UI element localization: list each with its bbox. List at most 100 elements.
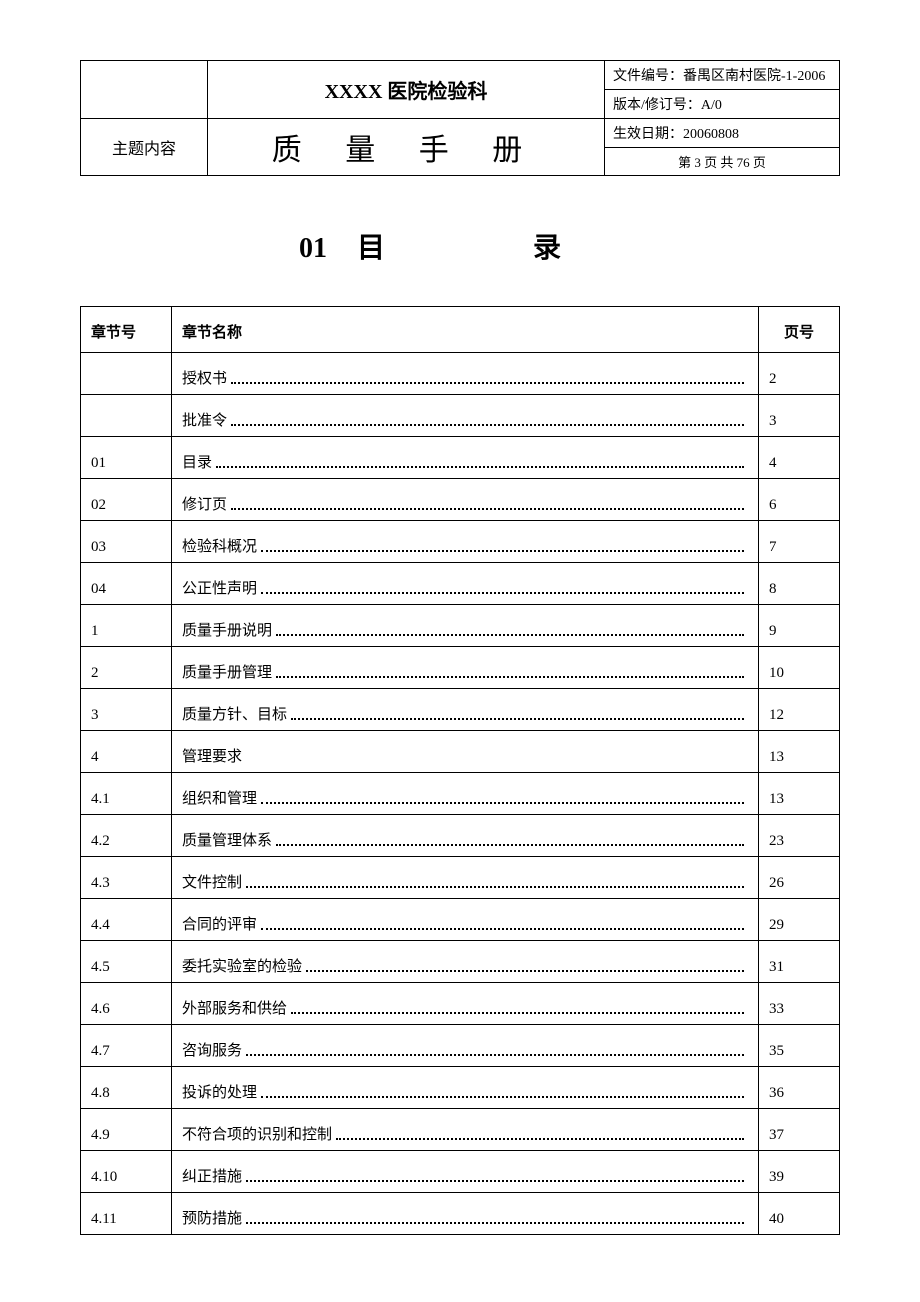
toc-page-num: 29 (759, 899, 840, 941)
toc-chapter-name-cell: 合同的评审 (172, 899, 759, 941)
toc-chapter-name-cell: 不符合项的识别和控制 (172, 1109, 759, 1151)
header-effective: 生效日期：20060808 (605, 119, 840, 148)
header-doc-no: 文件编号：番禺区南村医院-1-2006 (605, 61, 840, 90)
toc-row: 4.3文件控制26 (81, 857, 840, 899)
toc-dots (291, 997, 744, 1014)
toc-chapter-name-cell: 质量方针、目标 (172, 689, 759, 731)
toc-chapter-name-cell: 目录 (172, 437, 759, 479)
toc-chapter-name: 纠正措施 (182, 1165, 242, 1186)
toc-dots (276, 619, 744, 636)
toc-page-num: 35 (759, 1025, 840, 1067)
toc-entry: 质量手册管理 (182, 661, 748, 682)
header-title: 质 量 手 册 (272, 134, 541, 167)
toc-dots (231, 493, 744, 510)
toc-chapter-name: 合同的评审 (182, 913, 257, 934)
toc-row: 3质量方针、目标12 (81, 689, 840, 731)
toc-chapter-name: 投诉的处理 (182, 1081, 257, 1102)
toc-chapter-name: 检验科概况 (182, 535, 257, 556)
toc-chapter-name: 预防措施 (182, 1207, 242, 1228)
toc-chapter-name: 目录 (182, 451, 212, 472)
toc-chapter-name-cell: 委托实验室的检验 (172, 941, 759, 983)
toc-body: 授权书2批准令301目录402修订页603检验科概况704公正性声明81质量手册… (81, 353, 840, 1235)
toc-dots (261, 535, 744, 552)
toc-entry: 文件控制 (182, 871, 748, 892)
toc-page-num: 7 (759, 521, 840, 563)
toc-entry: 公正性声明 (182, 577, 748, 598)
toc-chapter-num: 4.4 (81, 899, 172, 941)
header-left-label: 主题内容 (81, 119, 208, 176)
toc-entry: 外部服务和供给 (182, 997, 748, 1018)
header-page-info: 第 3 页 共 76 页 (605, 148, 840, 176)
toc-row: 4.5委托实验室的检验31 (81, 941, 840, 983)
toc-chapter-name-cell: 批准令 (172, 395, 759, 437)
toc-col-chapter: 章节号 (81, 307, 172, 353)
toc-chapter-name: 咨询服务 (182, 1039, 242, 1060)
toc-chapter-num: 1 (81, 605, 172, 647)
toc-chapter-num (81, 395, 172, 437)
toc-entry: 质量方针、目标 (182, 703, 748, 724)
toc-chapter-num: 04 (81, 563, 172, 605)
toc-chapter-name-cell: 外部服务和供给 (172, 983, 759, 1025)
toc-chapter-name-cell: 修订页 (172, 479, 759, 521)
toc-chapter-num: 4.3 (81, 857, 172, 899)
toc-chapter-name-cell: 质量手册说明 (172, 605, 759, 647)
toc-page-num: 37 (759, 1109, 840, 1151)
toc-chapter-num: 02 (81, 479, 172, 521)
toc-dots (216, 451, 744, 468)
toc-row: 2 质量手册管理 10 (81, 647, 840, 689)
toc-dots (261, 577, 744, 594)
toc-entry: 组织和管理 (182, 787, 748, 808)
toc-row: 02修订页6 (81, 479, 840, 521)
header-version: 版本/修订号：A/0 (605, 90, 840, 119)
toc-chapter-name-cell: 咨询服务 (172, 1025, 759, 1067)
toc-chapter-name-cell: 投诉的处理 (172, 1067, 759, 1109)
toc-page-num: 2 (759, 353, 840, 395)
toc-dots (276, 829, 744, 846)
toc-dots (246, 871, 744, 888)
toc-entry: 授权书 (182, 367, 748, 388)
toc-chapter-name-cell: 授权书 (172, 353, 759, 395)
toc-page-num: 31 (759, 941, 840, 983)
toc-chapter-num: 4.2 (81, 815, 172, 857)
toc-chapter-num: 4.6 (81, 983, 172, 1025)
section-txt: 目 录 (357, 233, 621, 264)
toc-chapter-num: 4 (81, 731, 172, 773)
toc-entry: 目录 (182, 451, 748, 472)
toc-chapter-name: 质量手册管理 (182, 661, 272, 682)
toc-row: 授权书 2 (81, 353, 840, 395)
toc-chapter-num (81, 353, 172, 395)
toc-chapter-name: 质量方针、目标 (182, 703, 287, 724)
toc-row: 04公正性声明8 (81, 563, 840, 605)
toc-row: 4.8投诉的处理36 (81, 1067, 840, 1109)
toc-chapter-num: 01 (81, 437, 172, 479)
toc-page-num: 36 (759, 1067, 840, 1109)
toc-chapter-name-cell: 预防措施 (172, 1193, 759, 1235)
toc-chapter-name: 质量手册说明 (182, 619, 272, 640)
toc-page-num: 10 (759, 647, 840, 689)
toc-dots (246, 1165, 744, 1182)
toc-row: 1质量手册说明9 (81, 605, 840, 647)
toc-col-page: 页号 (759, 307, 840, 353)
toc-chapter-name: 授权书 (182, 367, 227, 388)
toc-chapter-name: 文件控制 (182, 871, 242, 892)
document-header-table: XXXX 医院检验科 文件编号：番禺区南村医院-1-2006 版本/修订号：A/… (80, 60, 840, 176)
toc-row: 01目录4 (81, 437, 840, 479)
header-title-cell: 质 量 手 册 (208, 119, 605, 176)
toc-chapter-name-cell: 质量手册管理 (172, 647, 759, 689)
toc-page-num: 40 (759, 1193, 840, 1235)
toc-row: 4.2质量管理体系23 (81, 815, 840, 857)
toc-page-num: 23 (759, 815, 840, 857)
toc-col-name: 章节名称 (172, 307, 759, 353)
toc-chapter-num: 2 (81, 647, 172, 689)
toc-chapter-name-cell: 检验科概况 (172, 521, 759, 563)
toc-page-num: 39 (759, 1151, 840, 1193)
toc-chapter-num: 3 (81, 689, 172, 731)
toc-entry: 不符合项的识别和控制 (182, 1123, 748, 1144)
toc-entry: 投诉的处理 (182, 1081, 748, 1102)
toc-row: 4.4 合同的评审 29 (81, 899, 840, 941)
toc-chapter-num: 4.11 (81, 1193, 172, 1235)
header-org: XXXX 医院检验科 (208, 61, 605, 119)
toc-chapter-name-cell: 文件控制 (172, 857, 759, 899)
toc-page-num: 13 (759, 731, 840, 773)
toc-entry: 纠正措施 (182, 1165, 748, 1186)
